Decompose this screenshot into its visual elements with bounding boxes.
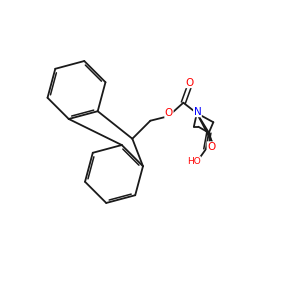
Text: O: O <box>185 78 194 88</box>
Text: HO: HO <box>187 157 201 166</box>
Text: O: O <box>165 108 173 118</box>
Text: N: N <box>194 107 201 117</box>
Text: O: O <box>207 142 215 152</box>
